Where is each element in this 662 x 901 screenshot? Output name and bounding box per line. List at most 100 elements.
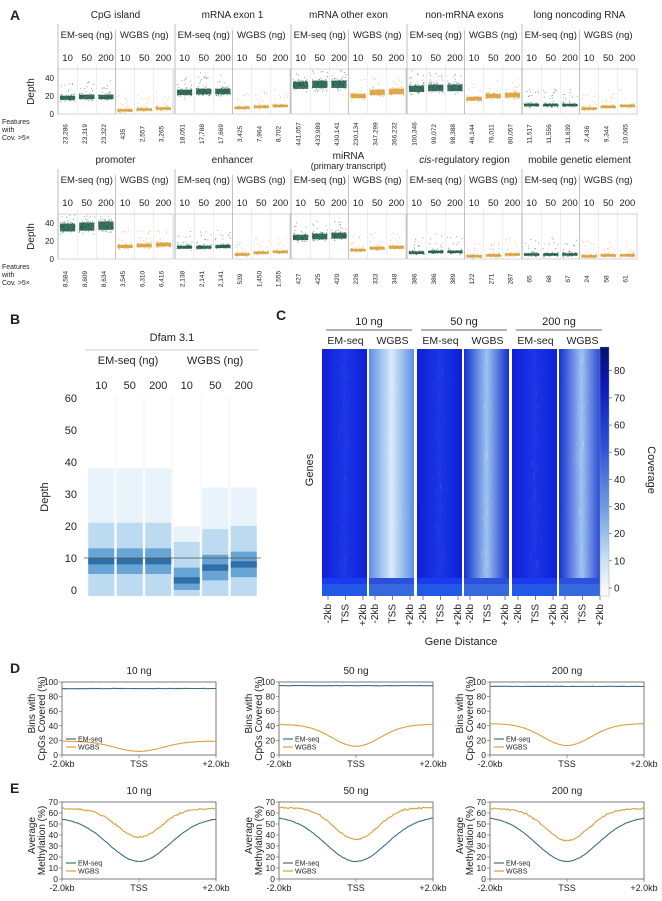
scatter-point (124, 112, 126, 114)
scatter-point (130, 246, 132, 248)
scatter-point (303, 88, 305, 90)
scatter-point (441, 90, 443, 93)
scatter-point (338, 233, 340, 235)
scatter-point (389, 91, 391, 93)
scatter-point (198, 247, 201, 250)
scatter-point (74, 225, 76, 228)
scatter-point (438, 92, 441, 94)
scatter-point (297, 86, 299, 88)
scatter-point (111, 98, 113, 101)
scatter-point (127, 245, 129, 247)
scatter-emseq-200 (214, 74, 231, 97)
scatter-point (83, 96, 85, 98)
scatter-point (148, 244, 150, 246)
scatter-point (91, 228, 93, 230)
scatter-point (466, 97, 468, 99)
scatter-point (548, 103, 550, 105)
scatter-point (594, 109, 596, 112)
scatter-point (149, 245, 151, 247)
scatter-point (322, 71, 324, 73)
scatter-point (219, 89, 221, 91)
scatter-point (379, 91, 381, 93)
scatter-point (228, 89, 230, 91)
scatter-wgbs-200 (504, 78, 521, 100)
scatter-point (268, 105, 270, 107)
scatter-point (182, 245, 184, 248)
scatter-point (442, 92, 444, 94)
scatter-point (209, 248, 211, 250)
scatter-point (296, 85, 298, 87)
scatter-point (489, 88, 491, 90)
scatter-point (71, 223, 73, 225)
scatter-point (381, 74, 383, 76)
scatter-point (472, 254, 474, 256)
scatter-point (279, 94, 281, 96)
scatter-point (450, 87, 452, 89)
scatter-point (319, 236, 321, 238)
scatter-point (447, 85, 449, 87)
scatter-point (335, 235, 337, 237)
scatter-point (258, 253, 261, 256)
scatter-point (430, 238, 432, 240)
scatter-point (180, 88, 183, 90)
scatter-point (161, 107, 163, 109)
scatter-point (220, 246, 222, 248)
dose-label: 200 (155, 53, 171, 64)
scatter-point (64, 223, 67, 225)
scatter-point (127, 231, 129, 233)
scatter-point (81, 226, 83, 228)
scatter-point (227, 246, 229, 248)
scatter-point (93, 226, 95, 228)
scatter-point (450, 237, 452, 239)
scatter-point (316, 84, 318, 86)
scatter-point (556, 105, 559, 107)
feature-count: 425 (315, 273, 322, 284)
scatter-point (111, 220, 113, 222)
scatter-wgbs-50 (136, 230, 153, 250)
scatter-point (136, 111, 138, 113)
scatter-point (198, 90, 200, 92)
scatter-point (339, 231, 341, 233)
scatter-point (261, 90, 263, 92)
scatter-point (345, 235, 347, 237)
dose-label: 50 (139, 198, 150, 209)
scatter-point (512, 94, 514, 96)
scatter-point (300, 84, 303, 87)
scatter-point (236, 97, 239, 99)
scatter-point (422, 237, 424, 239)
scatter-point (398, 245, 400, 247)
scatter-point (221, 92, 223, 94)
scatter-point (82, 98, 84, 100)
scatter-point (165, 108, 167, 110)
scatter-point (160, 242, 162, 244)
scatter-band (98, 221, 114, 230)
scatter-point (216, 89, 218, 91)
scatter-point (512, 96, 514, 98)
region-title: miRNA (333, 151, 365, 162)
scatter-point (199, 94, 201, 96)
scatter-point (454, 93, 456, 95)
dose-label: 10 (584, 53, 595, 64)
scatter-point (72, 225, 74, 227)
scatter-point (551, 106, 553, 108)
scatter-emseq-200 (561, 88, 579, 108)
scatter-point (355, 247, 357, 249)
scatter-point (84, 88, 86, 90)
scatter-point (371, 248, 373, 250)
scatter-point (388, 91, 390, 93)
scatter-point (274, 107, 276, 109)
scatter-point (166, 109, 168, 111)
scatter-point (361, 96, 363, 98)
scatter-point (188, 244, 190, 246)
scatter-point (73, 225, 75, 227)
scatter-point (371, 92, 373, 94)
scatter-point (127, 105, 129, 107)
scatter-point (205, 247, 207, 249)
scatter-point (284, 250, 286, 252)
scatter-point (457, 82, 459, 84)
scatter-point (312, 223, 314, 225)
scatter-point (218, 245, 221, 247)
scatter-point (410, 253, 412, 255)
